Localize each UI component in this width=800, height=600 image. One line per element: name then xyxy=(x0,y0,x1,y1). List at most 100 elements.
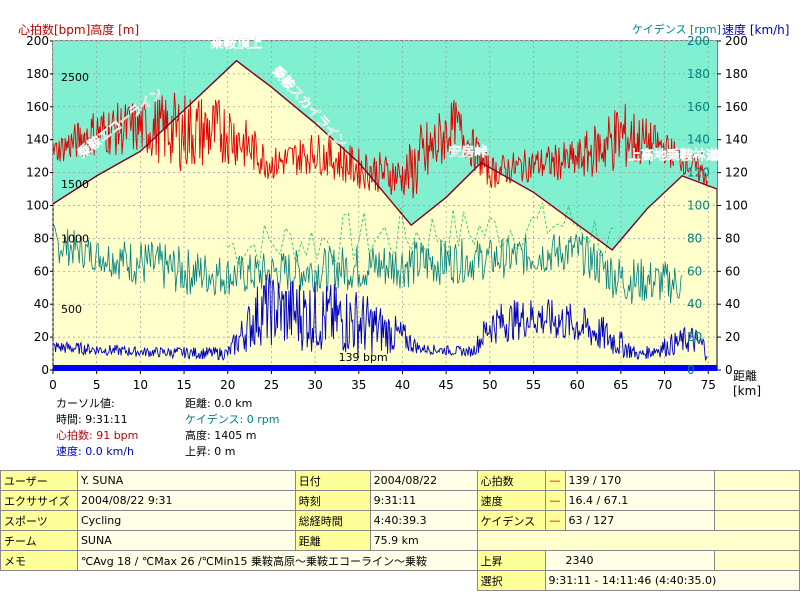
x-tick-label: 25 xyxy=(264,378,279,392)
cursor-cadence: ケイデンス: 0 rpm xyxy=(185,413,280,426)
y-right-cadence-tick-label: 60 xyxy=(687,264,702,278)
exercise-label: エクササイズ xyxy=(0,490,78,511)
y-left-tick-label: 100 xyxy=(26,199,49,213)
cursor-info-right: 距離: 0.0 km ケイデンス: 0 rpm 高度: 1405 m 上昇: 0… xyxy=(185,396,279,460)
table-row: 選択 9:31:11 - 14:11:46 (4:40:35.0) xyxy=(0,570,800,591)
distance-value: 75.9 km xyxy=(369,530,478,551)
altitude-tick-label: 2500 xyxy=(61,71,89,84)
blank-cell xyxy=(0,570,478,591)
y-right-speed-tick-label: 200 xyxy=(725,34,748,48)
avg-heart-rate-label: 139 bpm xyxy=(339,351,388,364)
y-right-speed-tick-label: 120 xyxy=(725,166,748,180)
y-right-cadence-tick-label: 120 xyxy=(687,166,710,180)
cadence-line xyxy=(52,223,683,305)
select-value[interactable]: 9:31:11 - 14:11:46 (4:40:35.0) xyxy=(544,570,800,591)
y-left-tick-label: 40 xyxy=(34,297,49,311)
right-axis-header-cadence: ケイデンス [rpm] xyxy=(632,23,721,36)
memo-value: ℃Avg 18 / ℃Max 26 /℃Min15 乗鞍高原～乗鞍エコーライン～… xyxy=(76,550,478,571)
left-axis-header: 心拍数[bpm]高度 [m] xyxy=(18,23,140,37)
blank-cell xyxy=(476,530,800,551)
blank-cell xyxy=(714,510,800,531)
date-label: 日付 xyxy=(294,470,371,491)
x-axis-label: 距離 xyxy=(733,369,757,383)
x-tick-label: 20 xyxy=(220,378,235,392)
x-tick-label: 70 xyxy=(657,378,672,392)
user-label: ユーザー xyxy=(0,470,78,491)
x-tick-label: 5 xyxy=(93,378,101,392)
route-annotation: 乗鞍頂上 xyxy=(209,36,262,52)
y-left-tick-label: 140 xyxy=(26,133,49,147)
y-right-speed-tick-label: 20 xyxy=(725,330,740,344)
table-row: メモ ℃Avg 18 / ℃Max 26 /℃Min15 乗鞍高原～乗鞍エコーラ… xyxy=(0,550,800,571)
table-row: スポーツ Cycling 総経時間 4:40:39.3 ケイデンス — 63 /… xyxy=(0,510,800,531)
cadence-value: 63 / 127 xyxy=(564,510,716,531)
summary-table: ユーザー Y. SUNA 日付 2004/08/22 心拍数 — 139 / 1… xyxy=(0,470,800,591)
hr-dash: — xyxy=(544,470,566,491)
y-left-tick-label: 80 xyxy=(34,231,49,245)
y-right-cadence-tick-label: 20 xyxy=(687,330,702,344)
x-tick-label: 10 xyxy=(133,378,148,392)
altitude-tick-label: 500 xyxy=(61,303,82,316)
altitude-line xyxy=(52,59,718,251)
x-tick-label: 30 xyxy=(307,378,322,392)
user-value: Y. SUNA xyxy=(76,470,296,491)
duration-value: 4:40:39.3 xyxy=(369,510,478,531)
sport-label: スポーツ xyxy=(0,510,78,531)
blank-cell xyxy=(714,490,800,511)
sport-value: Cycling xyxy=(76,510,296,531)
cursor-altitude: 高度: 1405 m xyxy=(185,429,257,442)
y-right-speed-tick-label: 0 xyxy=(725,363,733,377)
memo-label: メモ xyxy=(0,550,78,571)
date-value: 2004/08/22 xyxy=(369,470,478,491)
y-right-speed-tick-label: 60 xyxy=(725,264,740,278)
y-left-tick-label: 0 xyxy=(41,363,49,377)
cadence-dash: — xyxy=(544,510,566,531)
y-right-cadence-tick-label: 100 xyxy=(687,199,710,213)
speed-line xyxy=(52,273,708,361)
speed-label: 速度 xyxy=(476,490,546,511)
cursor-speed: 速度: 0.0 km/h xyxy=(56,445,134,458)
y-left-tick-label: 120 xyxy=(26,166,49,180)
y-right-speed-tick-label: 80 xyxy=(725,231,740,245)
speed-dash: — xyxy=(544,490,566,511)
y-right-speed-tick-label: 180 xyxy=(725,67,748,81)
x-tick-label: 45 xyxy=(439,378,454,392)
distance-label: 距離 xyxy=(294,530,371,551)
y-right-cadence-tick-label: 80 xyxy=(687,231,702,245)
x-tick-label: 75 xyxy=(701,378,716,392)
y-left-tick-label: 160 xyxy=(26,100,49,114)
y-right-speed-tick-label: 140 xyxy=(725,133,748,147)
y-right-speed-tick-label: 160 xyxy=(725,100,748,114)
cursor-info-left: カーソル値: 時間: 9:31:11 心拍数: 91 bpm 速度: 0.0 k… xyxy=(56,396,138,460)
y-right-cadence-tick-label: 40 xyxy=(687,297,702,311)
y-right-cadence-tick-label: 140 xyxy=(687,133,710,147)
cursor-ascent: 上昇: 0 m xyxy=(185,445,236,458)
route-annotation: 安房峠 xyxy=(448,144,487,160)
select-label: 選択 xyxy=(476,570,546,591)
y-right-cadence-tick-label: 160 xyxy=(687,100,710,114)
blank-cell xyxy=(714,550,800,571)
x-tick-label: 50 xyxy=(482,378,497,392)
altitude-sky-fill xyxy=(53,41,717,250)
hr-value: 139 / 170 xyxy=(564,470,716,491)
team-label: チーム xyxy=(0,530,78,551)
y-right-speed-tick-label: 100 xyxy=(725,199,748,213)
cursor-time: 時間: 9:31:11 xyxy=(56,413,128,426)
time-label: 時刻 xyxy=(294,490,371,511)
table-row: チーム SUNA 距離 75.9 km xyxy=(0,530,800,551)
heart-rate-line xyxy=(52,92,708,199)
cursor-heart-rate: 心拍数: 91 bpm xyxy=(56,429,139,442)
cadence-label: ケイデンス xyxy=(476,510,546,531)
x-tick-label: 40 xyxy=(395,378,410,392)
x-tick-label: 35 xyxy=(351,378,366,392)
ascent-value: 2340 xyxy=(544,550,716,571)
y-left-tick-label: 200 xyxy=(26,34,49,48)
x-tick-label: 60 xyxy=(570,378,585,392)
x-axis-unit-label: [km] xyxy=(733,384,761,398)
cursor-distance: 距離: 0.0 km xyxy=(185,397,253,410)
cadence-dashed-line xyxy=(227,202,616,267)
distance-bar xyxy=(53,365,717,371)
table-row: エクササイズ 2004/08/22 9:31 時刻 9:31:11 速度 — 1… xyxy=(0,490,800,511)
y-right-cadence-tick-label: 180 xyxy=(687,67,710,81)
